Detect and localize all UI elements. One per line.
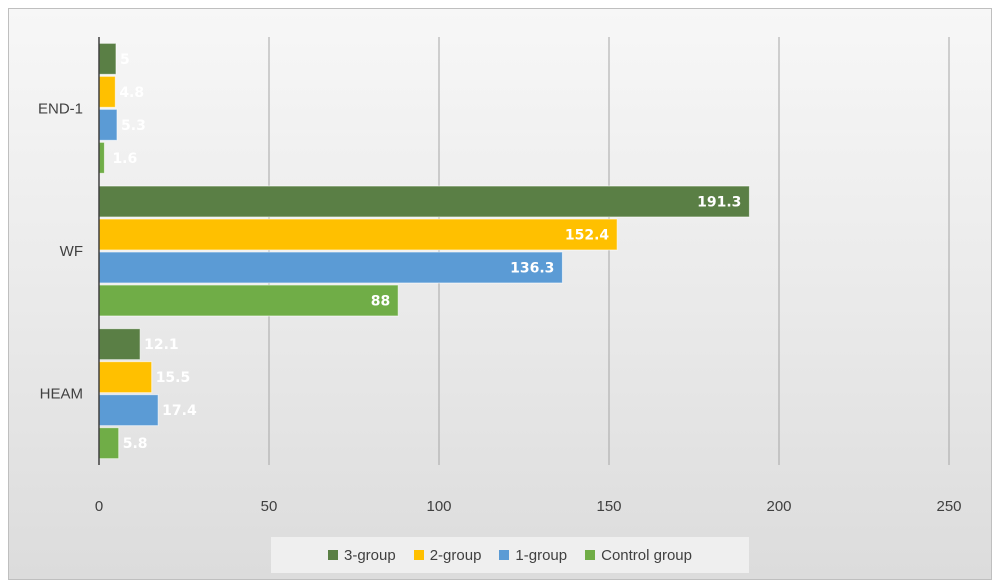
bar-heam-2-group [98, 361, 153, 394]
data-label-heam-control-group: 5.8 [123, 436, 148, 452]
legend-swatch-2-group [413, 550, 424, 560]
data-label-heam-1-group: 17.4 [162, 403, 197, 419]
legend-item-3-group: 3-group [328, 547, 396, 564]
bar-end-1-1-group [98, 108, 118, 141]
category-label-heam: HEAM [40, 386, 83, 403]
x-tick-label-250: 250 [936, 498, 961, 515]
bar-heam-control-group [98, 427, 120, 460]
category-label-end-1: END-1 [38, 100, 83, 117]
legend-swatch-1-group [499, 550, 510, 560]
legend-item-1-group: 1-group [499, 547, 567, 564]
data-label-wf-control-group: 88 [371, 294, 390, 310]
bar-wf-control-group [98, 284, 399, 317]
bar-wf-2-group [98, 218, 618, 251]
legend-item-control-group: Control group [585, 547, 692, 564]
legend-label-control-group: Control group [601, 546, 692, 564]
bar-end-1-2-group [98, 75, 116, 108]
bar-heam-1-group [98, 394, 159, 427]
data-label-end-1-control-group: 1.6 [112, 151, 137, 167]
legend-swatch-control-group [585, 550, 596, 560]
data-label-end-1-2-group: 4.8 [119, 85, 144, 101]
x-tick-label-50: 50 [261, 498, 278, 515]
bar-chart: 0 50 100 150 200 250 5 4.8 5.3 1.6 END-1 191.3 152.4… [38, 37, 962, 515]
category-label-wf: WF [60, 243, 83, 260]
data-label-wf-3-group: 191.3 [697, 195, 741, 211]
bar-wf-1-group [98, 251, 563, 284]
bar-end-1-3-group [98, 42, 117, 75]
data-label-heam-3-group: 12.1 [144, 337, 179, 353]
bar-heam-3-group [98, 328, 141, 361]
legend-label-1-group: 1-group [515, 546, 568, 564]
legend: 3-group 2-group 1-group Control group [271, 537, 749, 573]
data-label-wf-2-group: 152.4 [565, 228, 610, 244]
data-label-end-1-3-group: 5 [120, 52, 130, 68]
data-label-wf-1-group: 136.3 [510, 261, 554, 277]
legend-swatch-3-group [328, 550, 338, 560]
x-tick-label-200: 200 [766, 498, 791, 515]
x-tick-label-100: 100 [426, 498, 451, 515]
legend-label-2-group: 2-group [429, 546, 482, 564]
data-label-end-1-1-group: 5.3 [121, 118, 146, 134]
chart-frame: 0 50 100 150 200 250 5 4.8 5.3 1.6 END-1 191.3 152.4… [8, 8, 992, 580]
legend-label-3-group: 3-group [344, 546, 396, 564]
bar-end-1-control-group [98, 141, 105, 174]
x-tick-label-150: 150 [596, 498, 621, 515]
data-label-heam-2-group: 15.5 [156, 370, 191, 386]
x-tick-label-0: 0 [95, 498, 103, 515]
bar-wf-3-group [98, 185, 750, 218]
legend-item-2-group: 2-group [413, 546, 482, 564]
